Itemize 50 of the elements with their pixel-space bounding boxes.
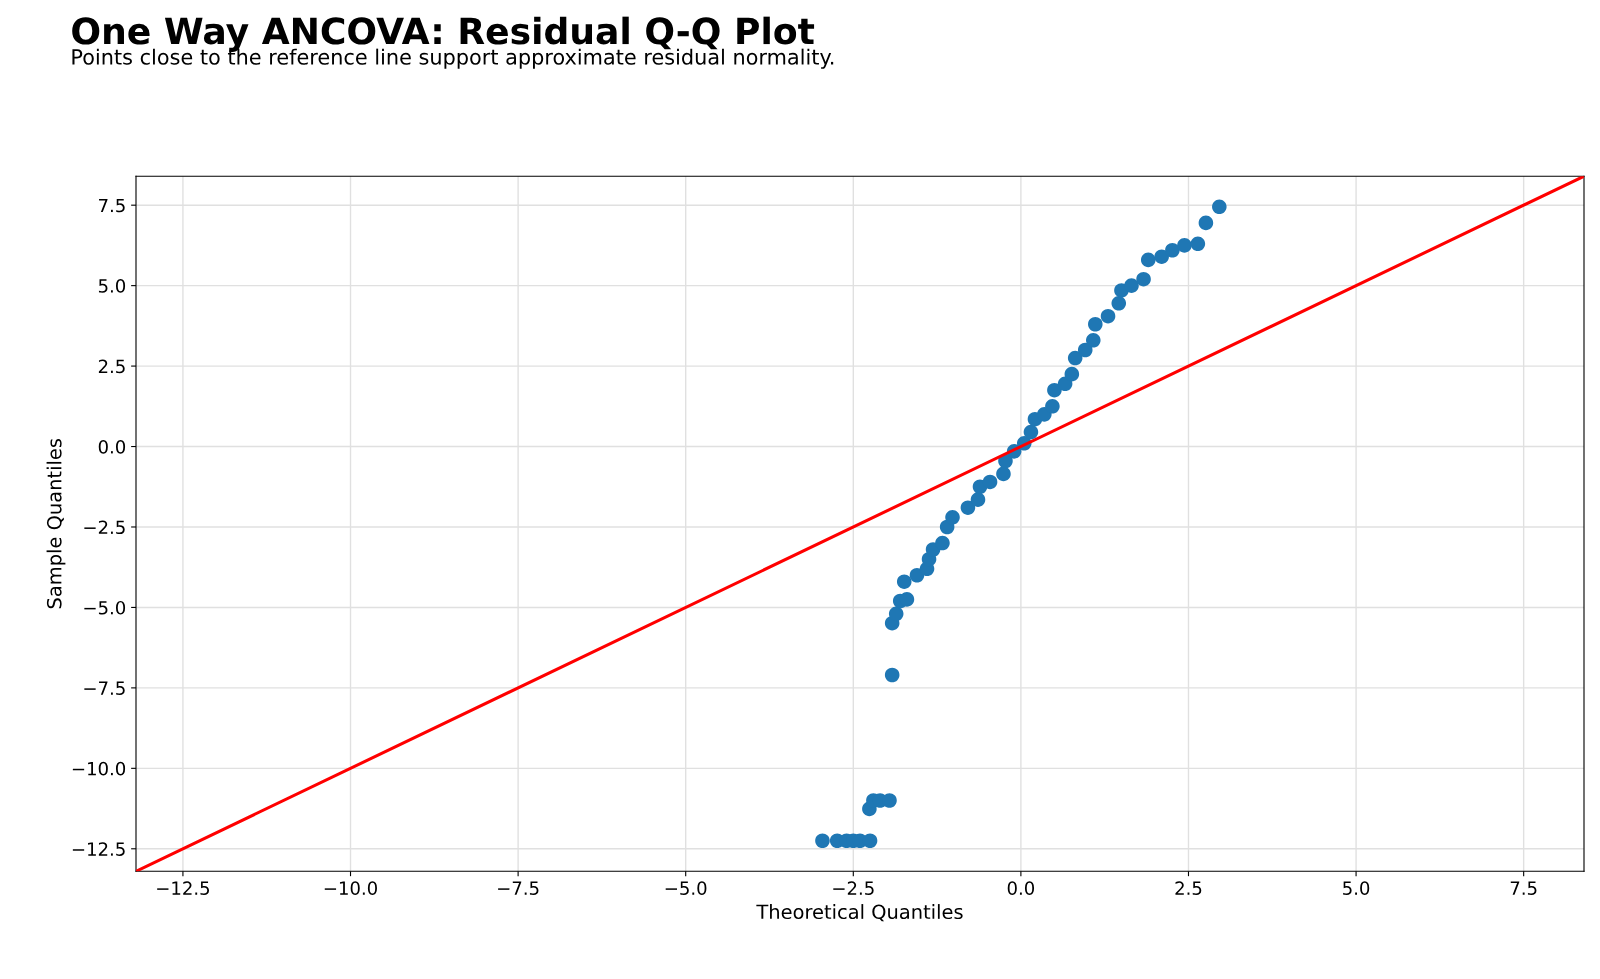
point <box>996 466 1011 482</box>
y-tick-label: −7.5 <box>84 681 125 695</box>
y-axis-title: Sample Quantiles <box>46 438 66 609</box>
x-tick-label: 0.0 <box>1007 881 1035 896</box>
point <box>935 535 950 551</box>
point <box>888 606 904 622</box>
point <box>1086 333 1101 348</box>
point <box>1111 296 1127 311</box>
point <box>896 574 912 589</box>
x-tick-label: −7.5 <box>498 881 539 896</box>
point <box>1124 278 1139 293</box>
x-tick-label: 2.5 <box>1175 881 1202 896</box>
x-tick-label: −5.0 <box>665 881 707 896</box>
point <box>960 500 976 515</box>
x-tick-label: −10.0 <box>324 881 377 896</box>
point <box>1212 199 1227 215</box>
point <box>1165 242 1180 258</box>
x-tick-label: −2.5 <box>833 881 874 896</box>
y-tick-label: −5.0 <box>84 600 126 615</box>
point <box>1045 399 1060 414</box>
point <box>1190 236 1206 252</box>
y-tick-label: 2.5 <box>98 359 125 374</box>
point <box>1047 382 1062 398</box>
point <box>1064 366 1080 382</box>
point <box>982 474 998 490</box>
point <box>884 667 900 683</box>
x-tick-label: 7.5 <box>1510 881 1537 896</box>
point <box>1136 271 1151 287</box>
point <box>1154 249 1169 264</box>
y-tick-label: −2.5 <box>84 520 125 535</box>
point <box>1067 350 1083 366</box>
point <box>1198 215 1214 231</box>
x-tick-label: −12.5 <box>157 881 210 896</box>
y-tick-label: −10.0 <box>72 761 126 776</box>
point <box>1088 316 1103 332</box>
x-tick-label: 5.0 <box>1343 881 1370 896</box>
y-tick-label: 5.0 <box>98 279 126 293</box>
point <box>815 833 830 849</box>
point <box>1077 342 1093 358</box>
point <box>945 510 960 525</box>
point <box>970 492 986 507</box>
y-tick-label: −12.5 <box>72 842 125 856</box>
point <box>1140 252 1156 268</box>
x-axis-title: Theoretical Quantiles <box>756 904 963 922</box>
point <box>1177 238 1192 253</box>
point <box>1100 308 1116 324</box>
y-tick-label: 0.0 <box>98 439 126 454</box>
point <box>1023 424 1039 440</box>
point <box>882 793 897 808</box>
y-tick-label: 7.5 <box>99 198 125 213</box>
